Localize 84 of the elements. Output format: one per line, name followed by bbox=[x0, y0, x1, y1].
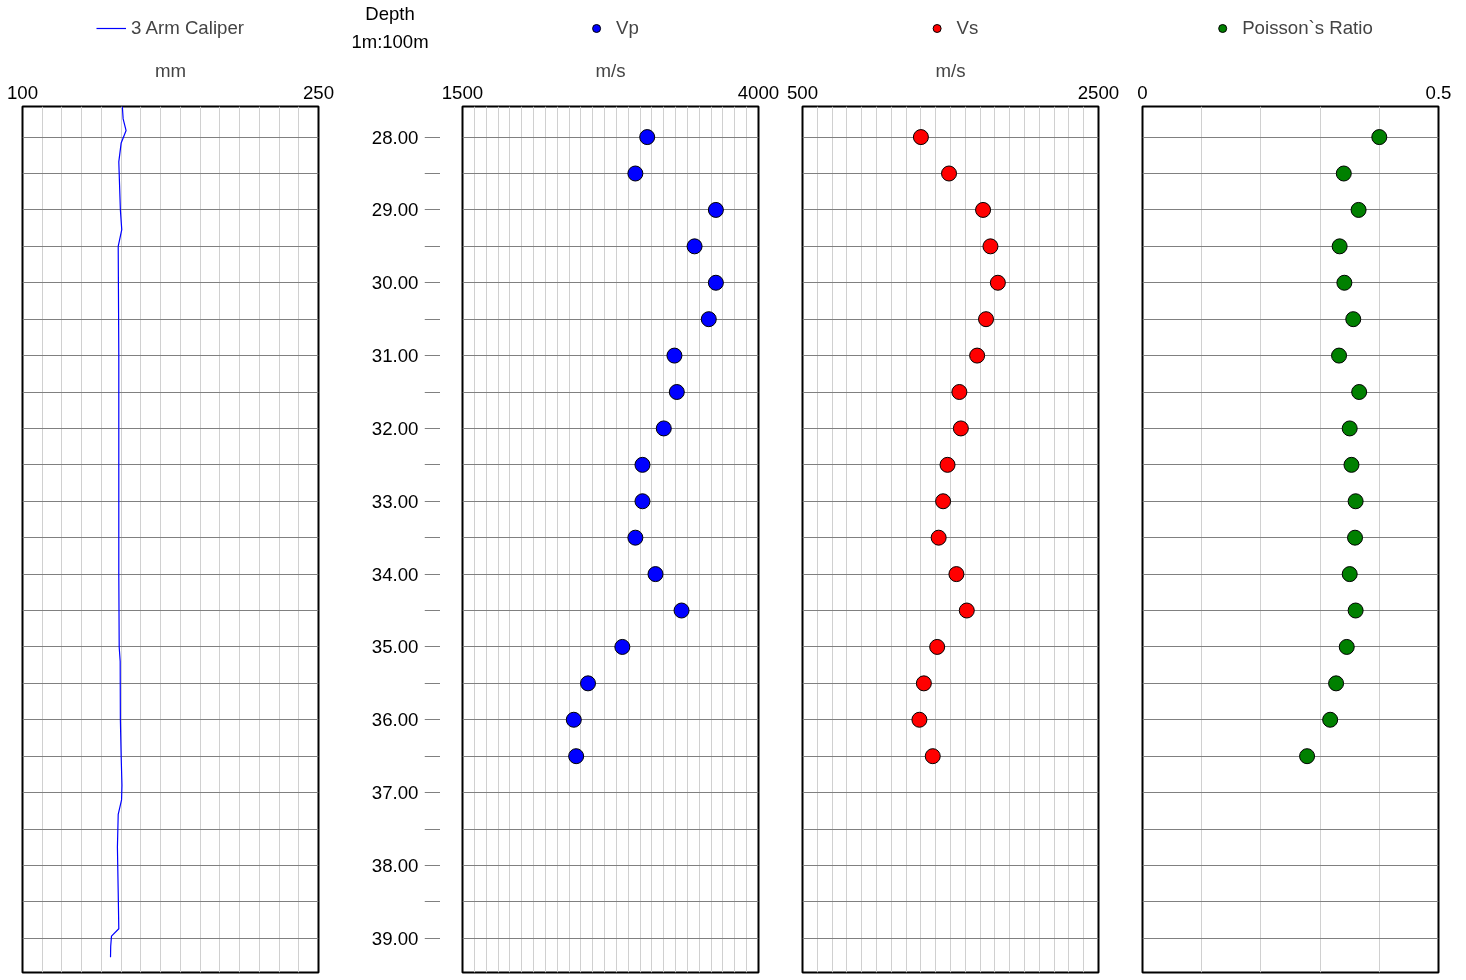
point bbox=[1371, 129, 1388, 146]
point bbox=[969, 347, 986, 364]
point bbox=[634, 493, 651, 510]
point bbox=[1338, 638, 1355, 655]
point bbox=[1336, 274, 1353, 291]
point bbox=[929, 638, 946, 655]
x-axis-title: m/s bbox=[595, 59, 626, 81]
point bbox=[686, 238, 703, 255]
point bbox=[1341, 420, 1358, 437]
point bbox=[951, 384, 968, 400]
y-tick-label: 39.00 bbox=[371, 927, 419, 949]
point bbox=[666, 347, 683, 364]
point bbox=[1343, 456, 1360, 473]
point bbox=[580, 675, 596, 692]
point bbox=[1299, 748, 1316, 765]
ylabel: Depth bbox=[364, 4, 416, 25]
point bbox=[1322, 711, 1339, 728]
point bbox=[1347, 493, 1364, 510]
point bbox=[707, 201, 724, 218]
y-tick-label: 29.00 bbox=[371, 199, 419, 221]
x-tick-label: 0 bbox=[1137, 81, 1148, 103]
point bbox=[1350, 201, 1367, 218]
point bbox=[668, 384, 685, 400]
point bbox=[639, 129, 656, 146]
point bbox=[1328, 675, 1345, 692]
point bbox=[1347, 602, 1364, 619]
point bbox=[930, 529, 947, 546]
point bbox=[1347, 529, 1364, 546]
legend-label: Vs bbox=[956, 17, 979, 39]
point bbox=[935, 493, 952, 510]
point bbox=[982, 238, 999, 255]
point bbox=[1331, 347, 1348, 364]
x-tick-label: 2500 bbox=[1077, 81, 1120, 103]
point bbox=[568, 748, 585, 765]
point bbox=[911, 711, 928, 728]
point bbox=[1341, 566, 1358, 583]
x-tick-label: 0.5 bbox=[1425, 81, 1452, 103]
legend-label: Vp bbox=[616, 17, 639, 39]
line-series bbox=[109, 106, 127, 958]
y-tick-label: 36.00 bbox=[371, 709, 419, 731]
legend-label: Poisson`s Ratio bbox=[1242, 17, 1373, 39]
point bbox=[978, 311, 995, 328]
y-tick-label: 35.00 bbox=[371, 636, 419, 658]
point bbox=[939, 456, 956, 473]
point bbox=[565, 711, 582, 728]
point bbox=[614, 638, 631, 655]
y-tick-label: 32.00 bbox=[371, 417, 419, 439]
point bbox=[924, 748, 941, 765]
point bbox=[948, 566, 965, 583]
point bbox=[1351, 384, 1368, 400]
y-tick-label: 33.00 bbox=[371, 490, 419, 512]
annotation: 1m:100m bbox=[351, 32, 429, 53]
y-tick-label: 38.00 bbox=[371, 854, 419, 876]
point bbox=[627, 529, 644, 546]
y-tick-label: 31.00 bbox=[371, 345, 419, 367]
y-tick-label: 28.00 bbox=[371, 126, 419, 148]
point bbox=[975, 201, 992, 218]
point bbox=[912, 129, 929, 146]
x-axis-title: mm bbox=[154, 59, 187, 81]
point bbox=[1345, 311, 1362, 328]
point bbox=[941, 165, 958, 182]
x-axis-title: m/s bbox=[935, 59, 966, 81]
point bbox=[627, 165, 644, 182]
point bbox=[673, 602, 690, 619]
y-tick-label: 30.00 bbox=[371, 272, 419, 294]
point bbox=[1335, 165, 1352, 182]
point bbox=[952, 420, 969, 437]
point bbox=[655, 420, 672, 437]
point bbox=[989, 274, 1006, 291]
point bbox=[915, 675, 932, 692]
x-tick-label: 100 bbox=[6, 81, 39, 103]
point bbox=[634, 456, 651, 473]
x-tick-label: 500 bbox=[786, 81, 819, 103]
y-tick-label: 34.00 bbox=[371, 563, 419, 585]
point bbox=[958, 602, 975, 619]
point bbox=[1331, 238, 1348, 255]
point bbox=[707, 274, 724, 291]
x-tick-label: 4000 bbox=[737, 81, 780, 103]
y-tick-label: 37.00 bbox=[371, 782, 419, 804]
legend-label: 3 Arm Caliper bbox=[130, 17, 245, 39]
point bbox=[647, 566, 664, 583]
x-tick-label: 250 bbox=[302, 81, 335, 103]
x-tick-label: 1500 bbox=[441, 81, 484, 103]
point bbox=[700, 311, 717, 328]
